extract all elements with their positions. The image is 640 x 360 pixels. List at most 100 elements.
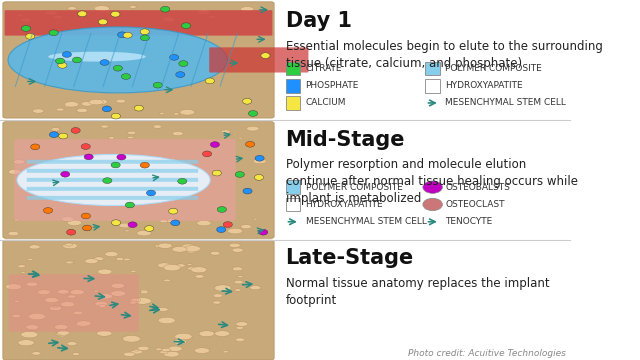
Ellipse shape <box>221 130 230 134</box>
Ellipse shape <box>181 244 195 249</box>
Ellipse shape <box>21 271 26 273</box>
Circle shape <box>202 151 212 157</box>
Ellipse shape <box>137 230 151 236</box>
Ellipse shape <box>213 294 223 297</box>
Ellipse shape <box>45 297 59 303</box>
Ellipse shape <box>29 245 40 249</box>
Circle shape <box>217 227 226 233</box>
Ellipse shape <box>54 324 68 330</box>
Ellipse shape <box>210 251 220 255</box>
Circle shape <box>140 162 149 168</box>
Ellipse shape <box>53 306 58 308</box>
Ellipse shape <box>241 225 252 229</box>
Circle shape <box>118 32 127 38</box>
Ellipse shape <box>176 264 186 267</box>
Ellipse shape <box>129 301 137 304</box>
FancyBboxPatch shape <box>3 122 274 238</box>
FancyBboxPatch shape <box>285 180 300 194</box>
Ellipse shape <box>124 258 131 261</box>
Ellipse shape <box>236 327 244 329</box>
Ellipse shape <box>45 10 58 15</box>
Ellipse shape <box>234 280 243 284</box>
Ellipse shape <box>160 220 168 223</box>
FancyBboxPatch shape <box>27 160 198 164</box>
Ellipse shape <box>163 351 179 357</box>
Circle shape <box>261 53 270 58</box>
Circle shape <box>243 98 252 104</box>
Circle shape <box>99 19 108 25</box>
Ellipse shape <box>67 342 77 346</box>
Ellipse shape <box>28 258 33 261</box>
Ellipse shape <box>26 325 38 329</box>
Ellipse shape <box>238 137 243 139</box>
Ellipse shape <box>84 259 98 264</box>
Text: POLYMER COMPOSITE: POLYMER COMPOSITE <box>305 183 403 192</box>
Ellipse shape <box>229 243 241 247</box>
Ellipse shape <box>236 322 248 326</box>
Ellipse shape <box>94 6 109 11</box>
Ellipse shape <box>95 301 108 306</box>
Ellipse shape <box>253 159 266 164</box>
Ellipse shape <box>65 105 72 108</box>
Circle shape <box>84 154 93 160</box>
Circle shape <box>423 181 442 193</box>
Circle shape <box>179 61 188 67</box>
Ellipse shape <box>241 6 254 12</box>
Circle shape <box>117 154 126 160</box>
Ellipse shape <box>173 113 179 115</box>
Ellipse shape <box>122 336 140 342</box>
Circle shape <box>61 171 70 177</box>
Ellipse shape <box>129 6 136 8</box>
Circle shape <box>147 190 156 196</box>
Circle shape <box>103 178 112 184</box>
Ellipse shape <box>131 298 141 302</box>
FancyBboxPatch shape <box>285 198 300 211</box>
Ellipse shape <box>157 13 163 15</box>
Ellipse shape <box>72 352 80 355</box>
Ellipse shape <box>116 257 124 261</box>
Ellipse shape <box>156 348 163 351</box>
Circle shape <box>178 179 187 184</box>
Circle shape <box>218 207 227 212</box>
Ellipse shape <box>14 219 19 221</box>
FancyBboxPatch shape <box>27 196 198 200</box>
Circle shape <box>113 66 122 71</box>
FancyBboxPatch shape <box>285 96 300 110</box>
Ellipse shape <box>192 269 202 272</box>
Ellipse shape <box>18 265 26 268</box>
Circle shape <box>56 58 65 64</box>
Circle shape <box>31 144 40 150</box>
Text: PHOSPHATE: PHOSPHATE <box>305 81 359 90</box>
Ellipse shape <box>237 276 243 278</box>
Circle shape <box>248 111 257 116</box>
Ellipse shape <box>28 326 39 330</box>
Ellipse shape <box>77 321 91 326</box>
Circle shape <box>44 208 52 213</box>
Ellipse shape <box>236 338 245 342</box>
Circle shape <box>81 213 90 219</box>
Text: TENOCYTE: TENOCYTE <box>445 217 493 226</box>
Ellipse shape <box>195 348 210 354</box>
Circle shape <box>100 60 109 66</box>
Ellipse shape <box>131 350 143 354</box>
Ellipse shape <box>111 291 126 296</box>
Circle shape <box>246 141 255 147</box>
FancyBboxPatch shape <box>426 79 440 93</box>
Text: POLYMER COMPOSITE: POLYMER COMPOSITE <box>445 64 542 73</box>
Ellipse shape <box>108 136 115 139</box>
Ellipse shape <box>8 27 227 93</box>
Circle shape <box>255 156 264 161</box>
Circle shape <box>81 144 90 149</box>
Ellipse shape <box>63 243 77 249</box>
Text: Mid-Stage: Mid-Stage <box>285 130 405 150</box>
Ellipse shape <box>81 102 93 106</box>
Ellipse shape <box>212 301 221 304</box>
Circle shape <box>140 35 150 41</box>
FancyBboxPatch shape <box>27 187 198 191</box>
Circle shape <box>49 132 59 138</box>
Ellipse shape <box>191 267 207 273</box>
Ellipse shape <box>162 17 175 22</box>
Ellipse shape <box>153 125 162 128</box>
Ellipse shape <box>164 279 171 282</box>
Circle shape <box>83 225 92 231</box>
